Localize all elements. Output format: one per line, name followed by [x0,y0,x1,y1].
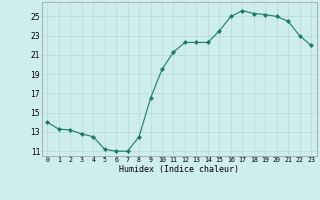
X-axis label: Humidex (Indice chaleur): Humidex (Indice chaleur) [119,165,239,174]
